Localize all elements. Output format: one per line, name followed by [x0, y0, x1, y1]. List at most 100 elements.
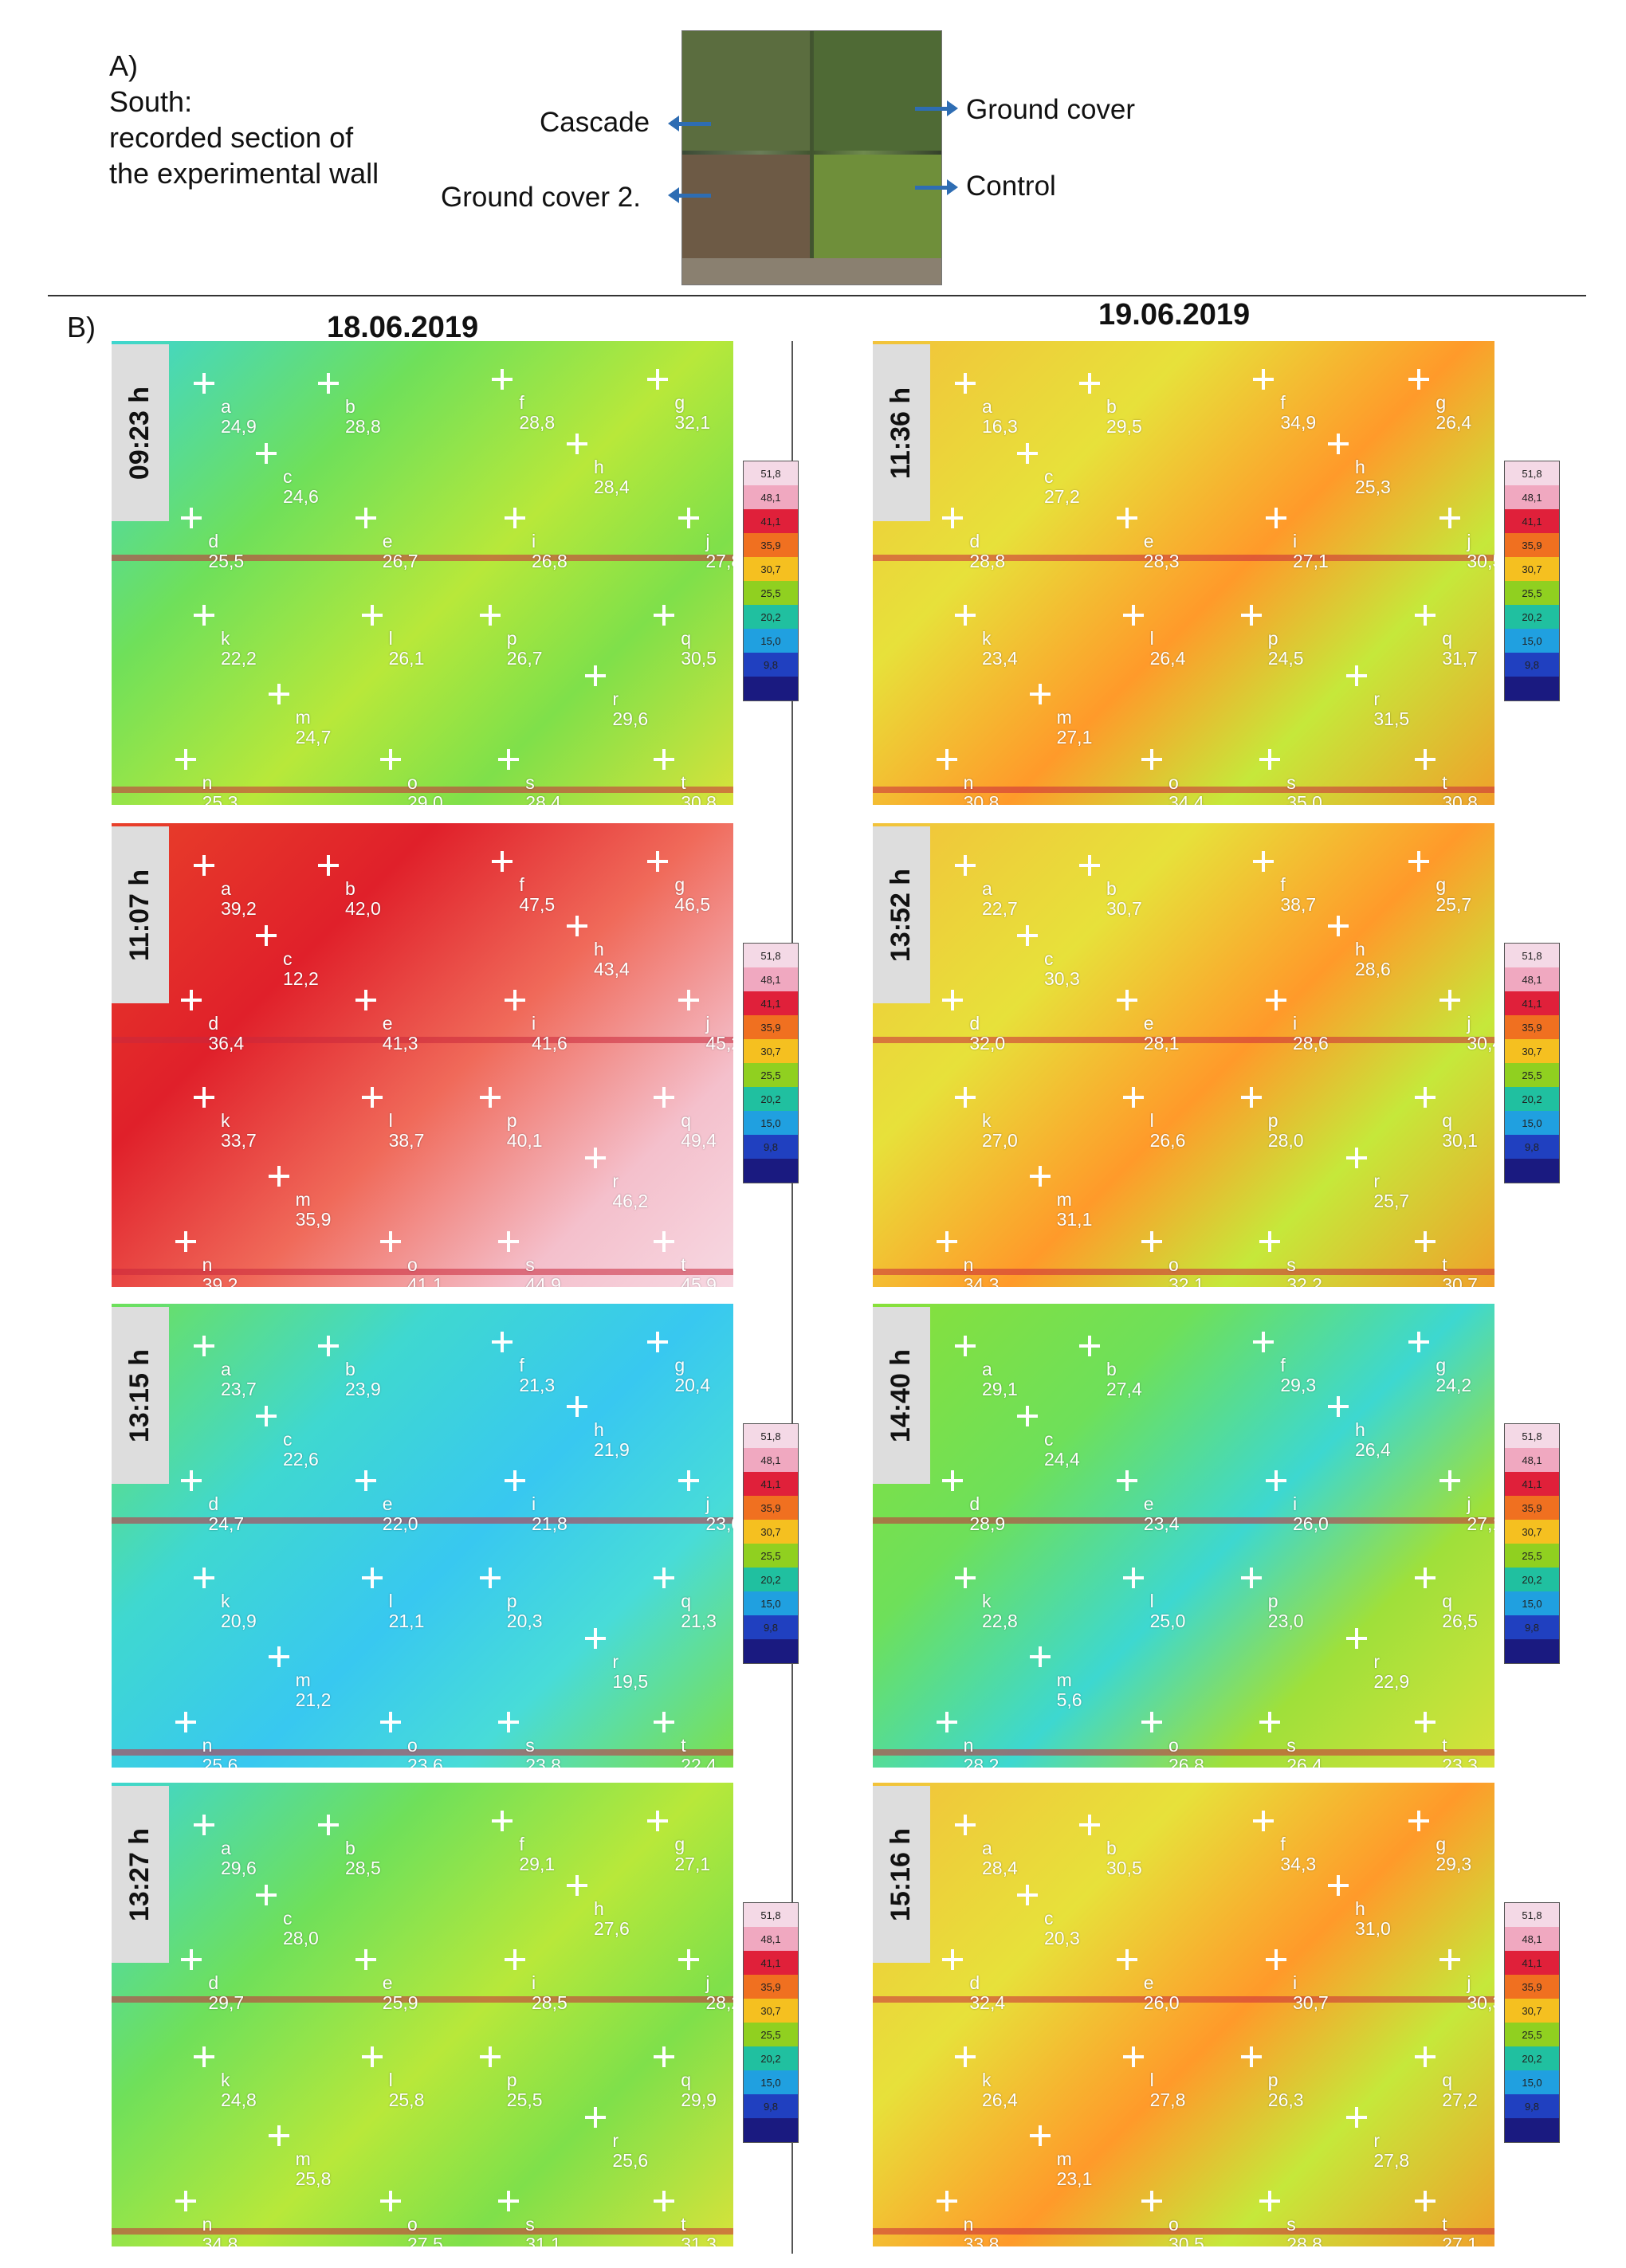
point-temperature: 41,3: [382, 1033, 418, 1054]
crosshair-icon: [194, 1815, 214, 1836]
point-temperature: 21,2: [295, 1689, 332, 1711]
crosshair-icon: [567, 434, 587, 455]
measurement-point-g: g 26,4: [1408, 368, 1471, 433]
measurement-point-j: j30,3: [1439, 1949, 1494, 2013]
crosshair-icon: [498, 748, 520, 770]
point-temperature: 22,4: [681, 1754, 717, 1768]
point-letter: n: [963, 2213, 974, 2235]
point-letter: m: [1056, 1189, 1072, 1211]
crosshair-icon: [1415, 1087, 1436, 1108]
scale-band: 15,0: [1505, 629, 1559, 653]
crosshair-icon: [654, 1711, 675, 1732]
scale-band: [1505, 1159, 1559, 1183]
scale-band: [744, 1639, 798, 1663]
crosshair-icon: [1029, 1646, 1051, 1668]
point-letter: k: [982, 2070, 992, 2091]
point-temperature: 26,0: [1293, 1513, 1329, 1535]
crosshair-icon: [479, 2046, 501, 2068]
shelf-bar: [873, 2227, 1494, 2235]
measurement-point-l: l 25,0: [1122, 1568, 1185, 1631]
point-letter: e: [1143, 531, 1154, 552]
measurement-point-g: g 32,1: [647, 368, 710, 433]
point-letter: h: [1355, 1898, 1365, 1920]
measurement-point-h: h 21,9: [567, 1396, 630, 1460]
measurement-point-g: g 24,2: [1408, 1331, 1472, 1395]
measurement-point-e: e 22,0: [355, 1470, 418, 1535]
point-letter: s: [525, 771, 535, 793]
temperature-scale: 51,8 48,1 41,1 35,9 30,7 25,5 20,2 15,0 9,8: [743, 1423, 799, 1664]
point-temperature: 33,8: [963, 2233, 1000, 2246]
scale-band: 15,0: [1505, 1111, 1559, 1135]
scale-band: 30,7: [1505, 1520, 1559, 1544]
crosshair-icon: [678, 508, 700, 529]
part-a-line-2: recorded section of: [109, 121, 354, 154]
point-temperature: 23,0: [1267, 1611, 1304, 1632]
crosshair-icon: [1346, 2107, 1368, 2129]
measurement-point-n: n 28,2: [936, 1711, 999, 1768]
point-letter: q: [681, 1591, 691, 1612]
point-letter: k: [982, 1110, 992, 1132]
point-temperature: 23,0: [705, 1513, 733, 1535]
measurement-point-f: f 38,7: [1253, 850, 1316, 915]
point-temperature: 29,6: [612, 708, 649, 730]
measurement-point-q: q 49,4: [654, 1087, 717, 1151]
point-temperature: 21,8: [532, 1513, 568, 1535]
point-letter: h: [594, 1419, 604, 1441]
point-temperature: 23,4: [982, 648, 1018, 669]
crosshair-icon: [678, 990, 700, 1011]
point-letter: l: [1149, 2070, 1154, 2091]
measurement-point-o: o 23,6: [380, 1711, 443, 1768]
point-temperature: 30,5: [1168, 2233, 1204, 2246]
crosshair-icon: [256, 1405, 277, 1426]
point-temperature: 30,4: [1467, 1033, 1494, 1054]
measurement-point-q: q 26,5: [1415, 1568, 1478, 1631]
point-temperature: 24,8: [221, 2089, 257, 2111]
point-temperature: 25,6: [612, 2150, 649, 2172]
point-letter: l: [1149, 1591, 1154, 1612]
crosshair-icon: [479, 1087, 501, 1108]
scale-band: 25,5: [744, 1063, 798, 1087]
crosshair-icon: [1079, 1815, 1100, 1836]
scale-band: 25,5: [744, 581, 798, 605]
measurement-point-m: m 5,6: [1029, 1646, 1082, 1710]
measurement-point-f: f 34,3: [1253, 1810, 1317, 1874]
measurement-point-i: i 26,8: [505, 508, 568, 571]
point-temperature: 24,2: [1436, 1374, 1472, 1395]
measurement-point-e: e 28,1: [1116, 990, 1180, 1054]
scale-band: 41,1: [1505, 509, 1559, 533]
point-letter: l: [388, 1110, 393, 1132]
time-label: 11:36 h: [873, 344, 930, 521]
point-letter: g: [674, 873, 685, 895]
point-temperature: 26,4: [1286, 1754, 1322, 1768]
point-temperature: 30,8: [681, 791, 717, 805]
point-temperature: 31,0: [1355, 1918, 1391, 1940]
point-letter: g: [674, 1833, 685, 1854]
shelf-bar: [873, 1268, 1494, 1275]
shelf-bar: [873, 1036, 1494, 1043]
point-letter: q: [681, 2070, 691, 2091]
point-temperature: 34,3: [1280, 1853, 1317, 1874]
crosshair-icon: [194, 855, 214, 877]
measurement-point-b: b 23,9: [318, 1336, 381, 1399]
crosshair-icon: [1029, 1166, 1051, 1187]
measurement-point-m: m 23,1: [1029, 2125, 1092, 2189]
crosshair-icon: [479, 1568, 501, 1589]
measurement-point-f: f 21,3: [492, 1331, 555, 1395]
scale-band: 51,8: [1505, 944, 1559, 967]
scale-band: 48,1: [1505, 1927, 1559, 1951]
point-letter: l: [1149, 628, 1154, 649]
point-temperature: 28,8: [969, 551, 1006, 572]
control-arrow: [915, 179, 958, 195]
measurement-point-d: d 25,5: [181, 508, 244, 571]
crosshair-icon: [955, 1336, 976, 1357]
point-letter: b: [345, 878, 355, 900]
measurement-point-i: i 41,6: [505, 990, 568, 1054]
point-letter: k: [221, 2070, 230, 2091]
scale-band: 20,2: [1505, 1087, 1559, 1111]
measurement-point-d: d 24,7: [181, 1470, 244, 1534]
point-temperature: 23,6: [407, 1754, 443, 1768]
point-temperature: 22,0: [382, 1513, 418, 1535]
measurement-point-p: p 23,0: [1240, 1568, 1304, 1632]
point-temperature: 31,3: [681, 2233, 717, 2246]
point-letter: i: [1293, 1013, 1298, 1034]
